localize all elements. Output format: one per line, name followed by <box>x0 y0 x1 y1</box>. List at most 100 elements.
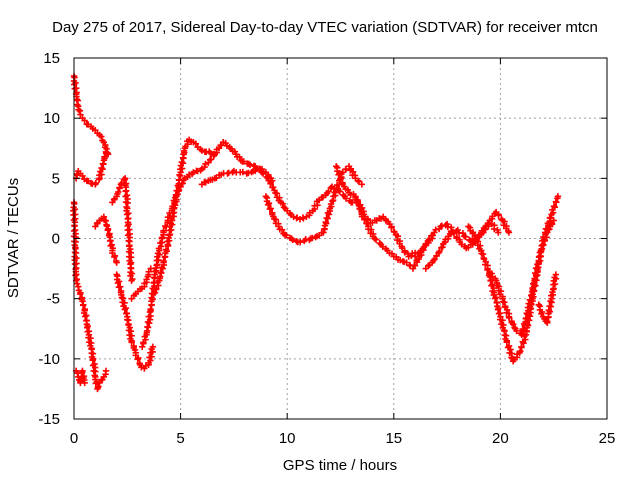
data-point-fill <box>138 364 145 371</box>
data-point-fill <box>246 161 254 169</box>
data-point-fill <box>532 273 540 280</box>
data-point-fill <box>325 188 332 195</box>
data-point-fill <box>162 246 170 253</box>
data-point-fill <box>506 314 513 322</box>
data-point-fill <box>121 306 128 313</box>
data-point-fill <box>240 158 248 165</box>
data-point-fill <box>168 226 175 234</box>
data-point-fill <box>494 306 502 313</box>
data-point-fill <box>475 233 483 241</box>
x-tick-label: 5 <box>176 430 184 447</box>
x-tick-label: 20 <box>492 430 509 447</box>
data-point-fill <box>322 218 329 226</box>
data-point-fill <box>127 272 134 280</box>
data-point-fill <box>147 305 154 313</box>
data-point-fill <box>114 188 122 196</box>
data-point-fill <box>361 216 368 223</box>
data-point-fill <box>173 187 180 194</box>
data-point <box>102 148 110 156</box>
data-point-fill <box>518 330 525 337</box>
chart-title: Day 275 of 2017, Sidereal Day-to-day VTE… <box>52 19 598 36</box>
x-tick-label: 25 <box>599 430 616 447</box>
data-point <box>495 229 502 236</box>
data-point-fill <box>551 204 559 211</box>
data-point-fill <box>526 296 534 304</box>
y-tick-label: 0 <box>52 231 60 248</box>
data-point <box>552 271 560 278</box>
data-point-fill <box>546 225 553 233</box>
data-point-fill <box>439 244 446 251</box>
data-point-fill <box>499 317 506 324</box>
data-point-fill <box>388 224 395 231</box>
data-point-fill <box>172 191 180 199</box>
data-point-fill <box>207 156 215 163</box>
grid <box>74 58 607 419</box>
data-point-fill <box>534 269 541 276</box>
data-point-fill <box>309 234 316 242</box>
data-point-fill <box>79 369 86 376</box>
data-point-fill <box>259 170 267 177</box>
y-tick-label: 5 <box>52 170 60 187</box>
data-point-fill <box>79 302 87 309</box>
data-point-fill <box>178 158 185 166</box>
y-tick-label: 15 <box>43 50 60 67</box>
data-point-fill <box>157 269 164 276</box>
data-point-fill <box>116 184 123 191</box>
data-point-fill <box>482 225 489 233</box>
data-point-fill <box>491 295 499 302</box>
data-point-fill <box>266 205 274 213</box>
data-point-fill <box>124 199 131 207</box>
data-point-fill <box>155 256 162 264</box>
data-point-fill <box>267 180 274 187</box>
data-point <box>77 111 84 118</box>
data-point-fill <box>518 343 525 351</box>
data-point-fill <box>517 347 524 355</box>
data-point-fill <box>104 227 111 234</box>
data-point <box>198 147 206 154</box>
data-point-fill <box>511 324 518 331</box>
x-tick-label: 0 <box>70 430 78 447</box>
data-point-fill <box>535 264 542 271</box>
data-point-fill <box>526 303 534 310</box>
data-point <box>149 343 157 350</box>
data-point-fill <box>147 357 154 364</box>
data-point-fill <box>192 140 200 147</box>
data-point-fill <box>510 321 517 328</box>
data-point-fill <box>538 245 545 253</box>
data-point-fill <box>76 290 84 298</box>
data-point-fill <box>84 328 91 335</box>
data-point <box>139 343 146 350</box>
data-point-fill <box>546 302 553 310</box>
data-point-fill <box>356 205 363 213</box>
data-point <box>81 117 88 124</box>
y-axis-label: SDTVAR / TECUs <box>5 178 22 298</box>
data-point-fill <box>323 214 330 222</box>
data-point-fill <box>236 153 243 161</box>
data-point-fill <box>134 356 141 363</box>
data-point-fill <box>98 133 105 140</box>
data-point-fill <box>280 204 288 211</box>
data-point-fill <box>278 226 286 233</box>
data-point-fill <box>552 198 560 205</box>
data-point-fill <box>372 236 380 243</box>
data-point-fill <box>81 313 89 320</box>
data-point-fill <box>495 212 502 219</box>
y-tick-label: 10 <box>43 110 60 127</box>
data-point-fill <box>95 383 102 390</box>
data-point-fill <box>245 169 252 177</box>
data-point <box>505 229 513 236</box>
data-point-fill <box>544 318 551 325</box>
data-point-fill <box>550 203 558 210</box>
data-point-fill <box>507 346 514 353</box>
data-point-fill <box>114 279 122 287</box>
data-point-fill <box>352 194 359 202</box>
data-point-fill <box>462 233 469 241</box>
data-point-fill <box>336 188 343 195</box>
y-tick-label: -5 <box>47 291 60 308</box>
data-point-fill <box>336 175 344 183</box>
data-point-fill <box>489 281 496 288</box>
data-point-fill <box>488 270 495 277</box>
data-point-fill <box>111 253 118 261</box>
data-point-fill <box>123 310 130 317</box>
